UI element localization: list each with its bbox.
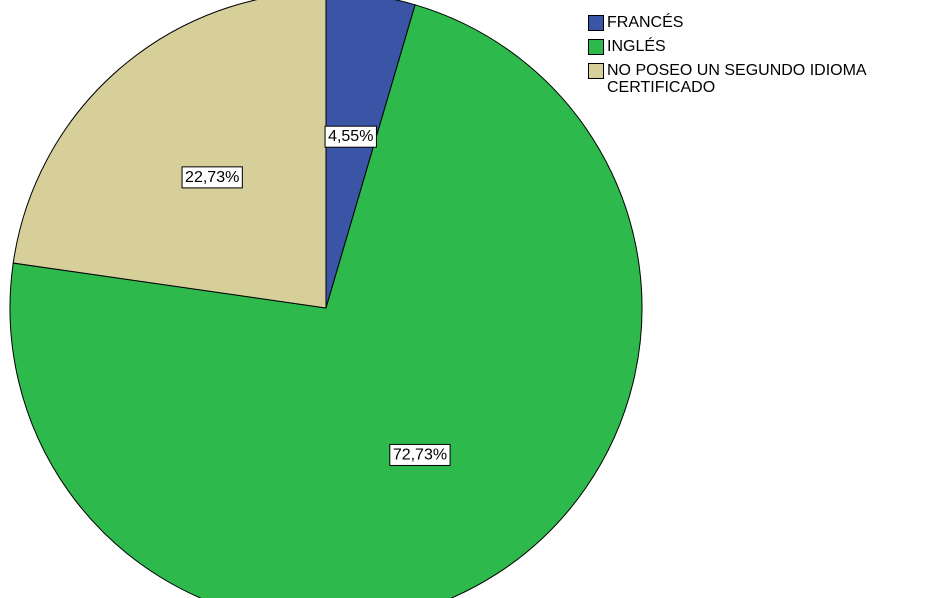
data-label-box	[181, 166, 243, 189]
legend-label: NO POSEO UN SEGUNDO IDIOMA CERTIFICADO	[607, 62, 866, 96]
data-label-text: 4,55%	[328, 128, 373, 145]
legend-swatch	[588, 63, 604, 79]
legend-entry: INGLÉS	[588, 38, 937, 55]
pie-slice	[9, 4, 643, 598]
data-label-text: 72,73%	[393, 446, 447, 463]
legend-swatch	[588, 15, 604, 31]
legend-label: FRANCÉS	[607, 14, 684, 31]
pie-slice	[12, 0, 327, 309]
data-label: 4,55%	[324, 125, 377, 148]
data-label: 22,73%	[181, 166, 243, 189]
legend-entry: FRANCÉS	[588, 14, 937, 31]
legend-entry: NO POSEO UN SEGUNDO IDIOMA CERTIFICADO	[588, 62, 937, 96]
legend: FRANCÉS INGLÉS NO POSEO UN SEGUNDO IDIOMA …	[588, 14, 937, 103]
data-label-text: 22,73%	[185, 169, 239, 186]
legend-label: INGLÉS	[607, 38, 666, 55]
data-label: 72,73%	[389, 443, 451, 466]
data-label-box	[324, 125, 377, 148]
legend-swatch	[588, 39, 604, 55]
data-label-box	[389, 443, 451, 466]
